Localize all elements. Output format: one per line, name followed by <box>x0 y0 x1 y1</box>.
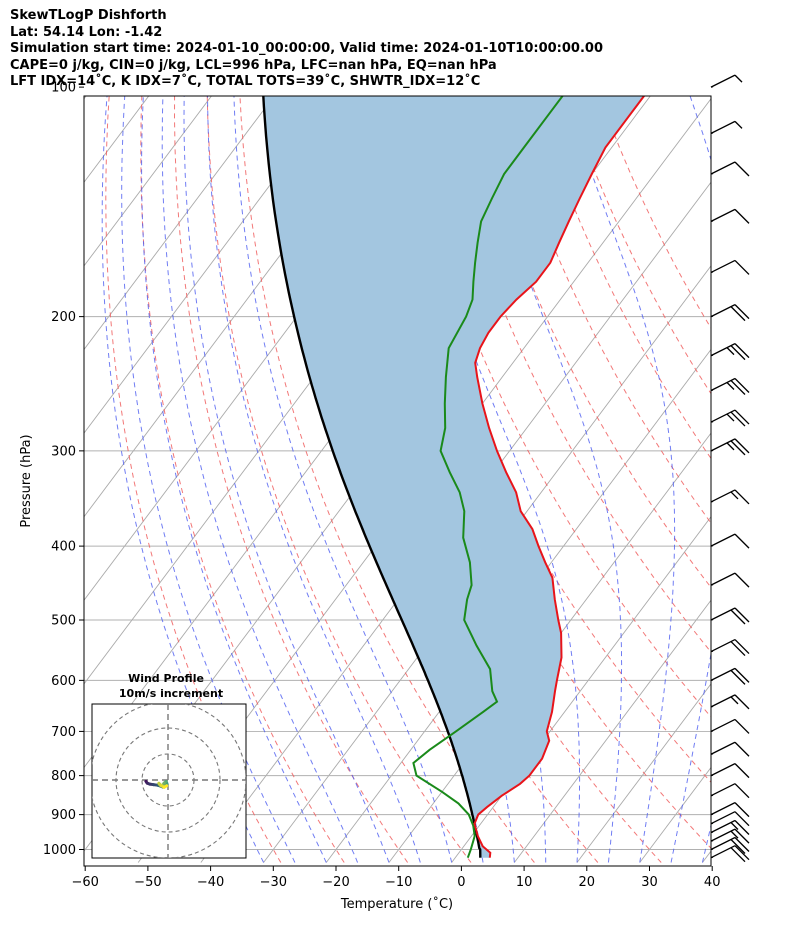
wind-barb <box>710 694 750 710</box>
wind-barb <box>710 489 750 505</box>
y-tick-label: 600 <box>51 674 76 689</box>
y-tick-label: 800 <box>51 769 76 784</box>
y-tick-label: 700 <box>51 725 76 740</box>
wind-barb <box>710 533 750 549</box>
wind-barb <box>710 667 750 685</box>
dry-adiabat <box>105 96 282 863</box>
axis-ticks: −60 −50 −40 −30 −20 −10 0 10 20 30 40 100 200 300 400 5… <box>43 81 721 890</box>
wind-barb <box>710 74 743 88</box>
wind-barb <box>710 161 750 177</box>
y-tick-label: 900 <box>51 808 76 823</box>
title-indices-2: LFT IDX=14˚C, K IDX=7˚C, TOTAL TOTS=39˚C… <box>10 74 481 89</box>
wind-barb <box>710 811 750 827</box>
cin-shading <box>263 96 645 858</box>
wind-barb <box>710 802 750 818</box>
isotherm-line <box>263 265 711 863</box>
isotherm-line <box>84 96 338 434</box>
plot-frame <box>83 95 712 867</box>
y-tick-label: 400 <box>51 540 76 555</box>
wind-barb <box>710 607 750 625</box>
x-tick-label: −60 <box>71 875 98 890</box>
x-tick-label: 30 <box>641 875 658 890</box>
title-indices-1: CAPE=0 j/kg, CIN=0 j/kg, LCL=996 hPa, LF… <box>10 57 497 73</box>
isotherm-line <box>84 96 212 267</box>
dry-adiabat <box>173 96 409 863</box>
y-axis-label: Pressure (hPa) <box>19 434 34 527</box>
wind-barb <box>710 763 750 779</box>
wind-profile-inset: Wind Profile 10m/s increment <box>91 672 247 859</box>
wind-barb <box>710 718 750 734</box>
chart-header: SkewTLogP Dishforth Lat: 54.14 Lon: -1.4… <box>10 8 603 91</box>
dry-adiabat <box>435 96 711 653</box>
isotherm-line <box>765 87 794 862</box>
wind-barb <box>710 304 750 322</box>
wind-barbs <box>710 74 750 863</box>
title-location: Lat: 54.14 Lon: -1.42 <box>10 24 163 40</box>
x-tick-label: 20 <box>579 875 596 890</box>
inset-subtitle: 10m/s increment <box>119 687 223 700</box>
moist-adiabat <box>670 96 711 863</box>
isotherm-line <box>84 96 275 351</box>
isotherm-line <box>639 766 711 863</box>
moist-adiabat <box>141 96 327 863</box>
wind-barb <box>710 438 750 456</box>
wind-barb <box>710 120 743 135</box>
x-tick-label: −10 <box>385 875 412 890</box>
y-tick-label: 100 <box>51 81 76 96</box>
x-tick-label: −30 <box>260 875 287 890</box>
moist-adiabat <box>702 823 711 863</box>
isotherm-line <box>702 850 711 863</box>
y-tick-label: 500 <box>51 614 76 629</box>
y-tick-label: 200 <box>51 310 76 325</box>
moist-adiabat <box>121 96 296 863</box>
x-tick-label: 40 <box>704 875 721 890</box>
isotherm-line <box>84 96 87 100</box>
dry-adiabat <box>206 96 472 863</box>
dewpoint-line <box>412 96 564 859</box>
wind-barb <box>710 409 750 427</box>
wind-barb <box>710 828 750 844</box>
wind-barb <box>710 783 750 799</box>
inset-title: Wind Profile <box>128 672 204 685</box>
title-station: SkewTLogP Dishforth <box>10 8 167 23</box>
isotherm-line <box>325 348 711 863</box>
moist-adiabat <box>233 96 453 863</box>
dry-adiabat <box>140 96 345 863</box>
x-tick-label: −40 <box>197 875 224 890</box>
wind-barb <box>710 638 750 657</box>
x-tick-label: 10 <box>516 875 533 890</box>
wind-barb <box>710 572 750 588</box>
x-tick-label: 0 <box>457 875 465 890</box>
isotherm-line <box>576 683 711 863</box>
x-axis-label: Temperature (˚C) <box>340 896 453 912</box>
inset-frame <box>91 703 247 859</box>
hodograph-segment <box>162 784 169 789</box>
wind-barb <box>710 741 750 757</box>
moist-adiabat <box>565 96 676 863</box>
wind-barb <box>710 259 750 275</box>
moist-adiabat <box>161 96 359 863</box>
title-time: Simulation start time: 2024-01-10_00:00:… <box>10 41 603 56</box>
dry-adiabat <box>501 96 711 524</box>
moist-adiabat <box>207 96 421 863</box>
temperature-line <box>473 96 646 858</box>
x-tick-label: −50 <box>134 875 161 890</box>
profile-series <box>262 96 646 859</box>
wind-barb <box>710 836 750 854</box>
y-tick-label: 1000 <box>43 843 76 858</box>
wind-barb <box>710 208 750 224</box>
wind-barb <box>710 845 750 863</box>
wind-barb <box>710 377 750 395</box>
moist-adiabat <box>400 96 581 863</box>
parcel-line <box>262 96 482 858</box>
isotherm-line <box>451 515 711 863</box>
moist-adiabat <box>471 96 623 863</box>
wind-barb <box>710 343 750 361</box>
y-tick-label: 300 <box>51 444 76 459</box>
wind-barb <box>710 819 750 835</box>
moist-adiabat <box>183 96 390 863</box>
moist-adiabat <box>101 96 265 863</box>
x-tick-label: −20 <box>322 875 349 890</box>
